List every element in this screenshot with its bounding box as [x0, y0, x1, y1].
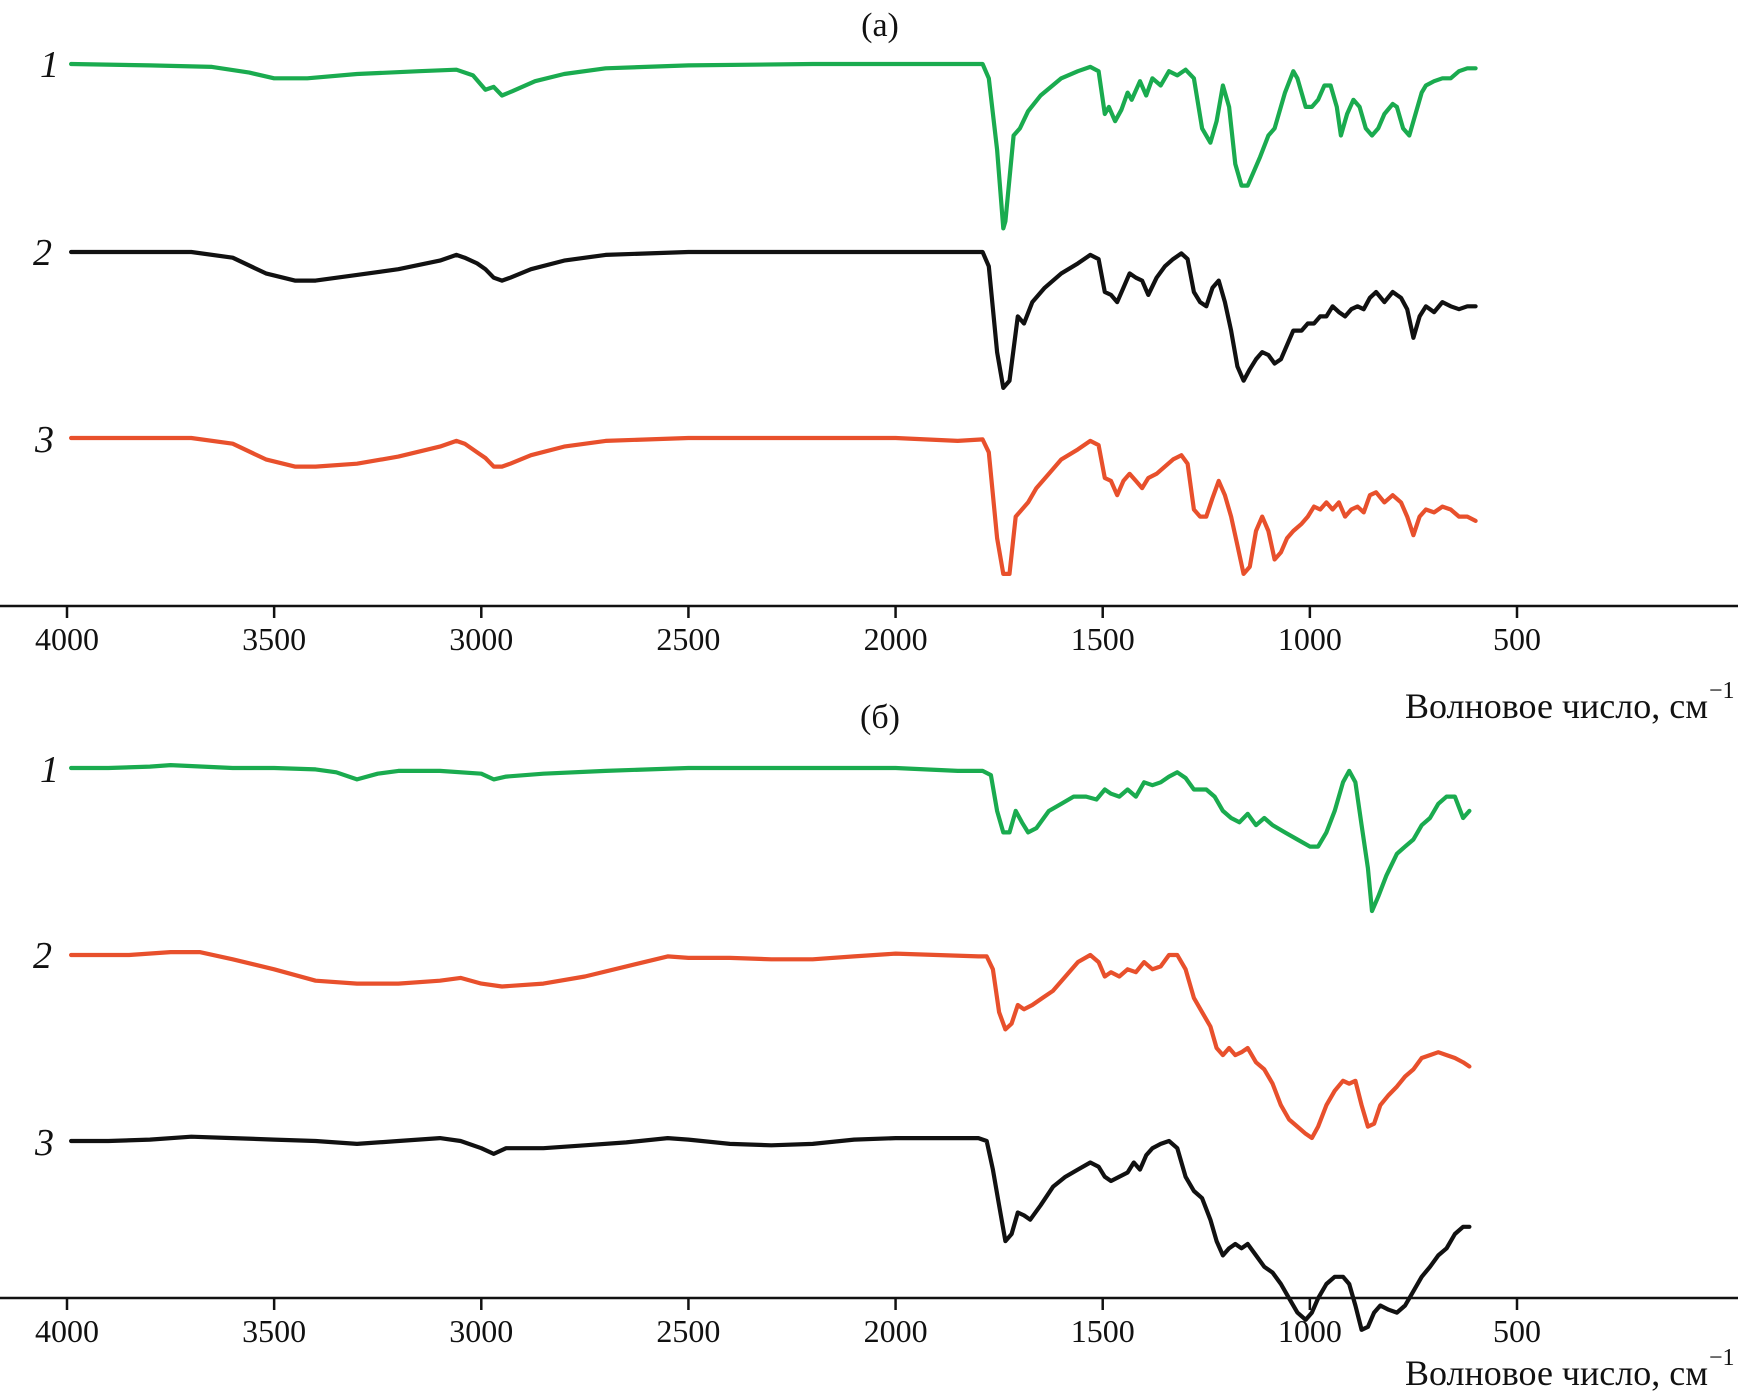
panel-a-spectrum-2: [69, 249, 1478, 390]
panel-b-x-ticks: 4000 3500 3000 2500 2000 1500 1000 500: [35, 1298, 1541, 1349]
panel-b-x-tick-label-1000: 1000: [1278, 1313, 1342, 1349]
panel-b-x-tick-label-2500: 2500: [656, 1313, 720, 1349]
panel-b-x-tick-label-3500: 3500: [242, 1313, 306, 1349]
panel-a-curve-3-number: 3: [34, 419, 54, 461]
panel-a-x-tick-label-1000: 1000: [1278, 621, 1342, 657]
panel-a: (а) 1 2 3 4000 3500 3000 2500 2000 1500 1000 50…: [0, 7, 1738, 726]
panel-a-curve-1-number: 1: [40, 44, 59, 86]
panel-b-x-axis-label: Волновое число, см: [1405, 1353, 1708, 1393]
panel-b-x-tick-label-1500: 1500: [1071, 1313, 1135, 1349]
panel-a-x-axis-label: Волновое число, см: [1405, 686, 1708, 726]
panel-b-x-axis-label-text: Волновое число, см: [1405, 1353, 1708, 1393]
panel-b-x-tick-label-500: 500: [1493, 1313, 1541, 1349]
panel-a-spectrum-3: [69, 435, 1478, 576]
panel-a-x-tick-label-1500: 1500: [1071, 621, 1135, 657]
panel-a-x-tick-label-2000: 2000: [864, 621, 928, 657]
panel-a-curve-2-number: 2: [33, 232, 52, 274]
panel-a-spectrum-1: [69, 61, 1478, 231]
panel-b-x-axis-label-exponent: −1: [1709, 1345, 1735, 1371]
panel-a-x-tick-label-500: 500: [1493, 621, 1541, 657]
panel-b-x-tick-label-4000: 4000: [35, 1313, 99, 1349]
panel-b: (б) 1 2 3 4000 3500 3000 2500 2000 1500 1000 50…: [0, 699, 1738, 1393]
panel-b-x-tick-label-3000: 3000: [449, 1313, 513, 1349]
panel-a-x-ticks: 4000 3500 3000 2500 2000 1500 1000 500: [35, 606, 1541, 657]
panel-b-curve-1-number: 1: [40, 749, 59, 791]
panel-a-x-tick-label-3000: 3000: [449, 621, 513, 657]
panel-b-x-tick-label-2000: 2000: [864, 1313, 928, 1349]
panel-a-x-tick-label-2500: 2500: [656, 621, 720, 657]
panel-b-curve-3-number: 3: [34, 1122, 54, 1164]
panel-b-spectrum-1: [69, 763, 1472, 914]
panel-a-x-axis-label-text: Волновое число, см: [1405, 686, 1708, 726]
panel-b-spectrum-2: [69, 950, 1472, 1141]
panel-b-label: (б): [860, 699, 900, 736]
panel-a-x-tick-label-4000: 4000: [35, 621, 99, 657]
panel-a-label: (а): [861, 7, 899, 44]
panel-a-x-axis-label-exponent: −1: [1709, 678, 1735, 704]
panel-b-curve-2-number: 2: [33, 935, 52, 977]
panel-a-x-tick-label-3500: 3500: [242, 621, 306, 657]
panel-b-spectrum-3: [69, 1134, 1472, 1332]
